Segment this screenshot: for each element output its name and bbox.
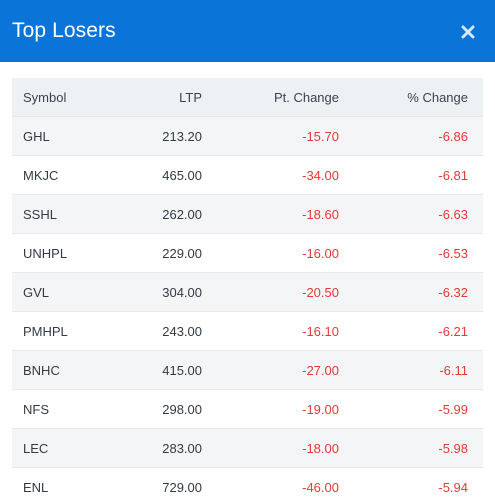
cell-pt-change: -16.00 [302,245,339,261]
cell-pt-change: -18.60 [302,206,339,222]
cell-ltp: 243.00 [162,323,202,339]
cell-pt-change: -20.50 [302,284,339,300]
cell-pt-change: -46.00 [302,479,339,495]
table-row[interactable]: ENL 729.00 -46.00 -5.94 [12,468,483,503]
table-row[interactable]: PMHPL 243.00 -16.10 -6.21 [12,312,483,351]
cell-ltp: 415.00 [162,362,202,378]
cell-ltp: 213.20 [162,128,202,144]
modal-title: Top Losers [12,19,116,42]
losers-table: Symbol LTP Pt. Change % Change GHL 213.20… [12,78,483,503]
cell-ltp: 304.00 [162,284,202,300]
cell-pt-change: -19.00 [302,401,339,417]
cell-symbol: LEC [23,440,49,456]
cell-symbol: BNHC [23,362,60,378]
cell-symbol: GHL [23,128,50,144]
cell-ltp: 283.00 [162,440,202,456]
cell-ltp: 465.00 [162,167,202,183]
table-row[interactable]: GVL 304.00 -20.50 -6.32 [12,273,483,312]
cell-symbol: UNHPL [23,245,68,261]
cell-ltp: 298.00 [162,401,202,417]
cell-symbol: MKJC [23,167,59,183]
table-row[interactable]: GHL 213.20 -15.70 -6.86 [12,117,483,156]
close-button[interactable] [457,21,479,43]
cell-symbol: PMHPL [23,323,68,339]
cell-symbol: SSHL [23,206,57,222]
cell-pt-change: -27.00 [302,362,339,378]
table-row[interactable]: BNHC 415.00 -27.00 -6.11 [12,351,483,390]
cell-pct-change: -5.94 [438,479,468,495]
table-row[interactable]: LEC 283.00 -18.00 -5.98 [12,429,483,468]
column-header-symbol[interactable]: Symbol [23,89,67,105]
cell-pt-change: -15.70 [302,128,339,144]
column-header-ltp[interactable]: LTP [179,89,202,105]
table-row[interactable]: UNHPL 229.00 -16.00 -6.53 [12,234,483,273]
cell-pt-change: -34.00 [302,167,339,183]
cell-pt-change: -16.10 [302,323,339,339]
table-row[interactable]: MKJC 465.00 -34.00 -6.81 [12,156,483,195]
cell-symbol: GVL [23,284,50,300]
modal-header: Top Losers [0,0,495,62]
cell-pct-change: -6.86 [438,128,468,144]
cell-ltp: 729.00 [162,479,202,495]
cell-pct-change: -5.98 [438,440,468,456]
cell-symbol: ENL [23,479,49,495]
cell-pct-change: -6.11 [439,362,468,378]
table-header-row: Symbol LTP Pt. Change % Change [12,78,483,117]
table-row[interactable]: NFS 298.00 -19.00 -5.99 [12,390,483,429]
close-icon [461,25,475,39]
cell-ltp: 262.00 [162,206,202,222]
cell-pt-change: -18.00 [302,440,339,456]
column-header-pt-change[interactable]: Pt. Change [273,89,339,105]
cell-pct-change: -6.81 [438,167,468,183]
cell-symbol: NFS [23,401,49,417]
cell-pct-change: -6.21 [438,323,468,339]
cell-pct-change: -5.99 [438,401,468,417]
table-row[interactable]: SSHL 262.00 -18.60 -6.63 [12,195,483,234]
cell-pct-change: -6.63 [438,206,468,222]
cell-pct-change: -6.32 [438,284,468,300]
cell-ltp: 229.00 [162,245,202,261]
cell-pct-change: -6.53 [438,245,468,261]
column-header-pct-change[interactable]: % Change [407,89,468,105]
table-body: GHL 213.20 -15.70 -6.86 MKJC 465.00 -34.00 -6.8… [12,117,483,503]
